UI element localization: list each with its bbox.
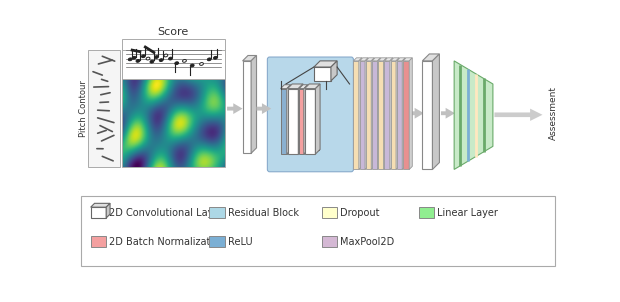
- Ellipse shape: [190, 64, 194, 67]
- Text: Score: Score: [157, 27, 189, 37]
- Polygon shape: [360, 61, 365, 169]
- Polygon shape: [304, 88, 316, 154]
- Polygon shape: [412, 108, 424, 119]
- Polygon shape: [366, 61, 371, 169]
- Polygon shape: [372, 61, 378, 169]
- Text: Assessment: Assessment: [549, 86, 558, 140]
- FancyBboxPatch shape: [210, 236, 224, 247]
- Ellipse shape: [164, 54, 168, 57]
- Polygon shape: [495, 109, 542, 121]
- Polygon shape: [384, 58, 393, 61]
- Polygon shape: [391, 58, 399, 61]
- Polygon shape: [304, 85, 308, 154]
- FancyBboxPatch shape: [210, 207, 224, 218]
- Polygon shape: [288, 88, 298, 154]
- FancyBboxPatch shape: [267, 57, 353, 172]
- Ellipse shape: [175, 62, 179, 65]
- Text: ReLU: ReLU: [228, 237, 252, 247]
- Polygon shape: [304, 84, 320, 88]
- FancyBboxPatch shape: [418, 207, 434, 218]
- Polygon shape: [371, 58, 374, 169]
- Polygon shape: [360, 58, 368, 61]
- FancyBboxPatch shape: [322, 207, 337, 218]
- Polygon shape: [314, 61, 337, 67]
- Polygon shape: [390, 58, 393, 169]
- Ellipse shape: [132, 56, 136, 59]
- Polygon shape: [251, 56, 257, 153]
- Polygon shape: [353, 58, 362, 61]
- Polygon shape: [87, 50, 120, 167]
- Polygon shape: [396, 58, 399, 169]
- Polygon shape: [384, 58, 387, 169]
- Ellipse shape: [200, 63, 203, 65]
- Polygon shape: [378, 61, 384, 169]
- Ellipse shape: [136, 59, 140, 62]
- Polygon shape: [422, 54, 440, 61]
- Polygon shape: [314, 67, 331, 81]
- Polygon shape: [372, 58, 381, 61]
- Polygon shape: [91, 203, 110, 207]
- Polygon shape: [384, 61, 390, 169]
- Polygon shape: [391, 61, 396, 169]
- Polygon shape: [402, 58, 405, 169]
- Polygon shape: [397, 61, 402, 169]
- Polygon shape: [242, 61, 251, 153]
- FancyBboxPatch shape: [322, 236, 337, 247]
- Polygon shape: [299, 85, 308, 88]
- Polygon shape: [441, 108, 455, 119]
- Ellipse shape: [150, 60, 154, 63]
- Polygon shape: [403, 61, 409, 169]
- Text: Dropout: Dropout: [340, 207, 379, 217]
- Polygon shape: [365, 58, 368, 169]
- Polygon shape: [106, 203, 110, 218]
- Polygon shape: [288, 84, 303, 88]
- FancyBboxPatch shape: [81, 196, 555, 266]
- Polygon shape: [409, 58, 412, 169]
- Text: Residual Block: Residual Block: [228, 207, 299, 217]
- Polygon shape: [331, 61, 337, 81]
- Ellipse shape: [169, 57, 172, 60]
- Polygon shape: [378, 58, 381, 169]
- Ellipse shape: [141, 55, 145, 58]
- Text: MaxPool2D: MaxPool2D: [340, 237, 394, 247]
- Polygon shape: [299, 88, 304, 154]
- Polygon shape: [280, 85, 291, 88]
- Polygon shape: [257, 103, 272, 114]
- Polygon shape: [353, 61, 359, 169]
- Ellipse shape: [128, 58, 132, 61]
- Polygon shape: [227, 103, 242, 114]
- Polygon shape: [359, 58, 362, 169]
- Ellipse shape: [159, 59, 163, 62]
- Polygon shape: [422, 61, 433, 169]
- Polygon shape: [403, 58, 412, 61]
- Polygon shape: [454, 61, 493, 169]
- Polygon shape: [298, 84, 303, 154]
- Ellipse shape: [154, 56, 159, 58]
- FancyBboxPatch shape: [91, 236, 106, 247]
- Text: Linear Layer: Linear Layer: [437, 207, 498, 217]
- Ellipse shape: [207, 58, 211, 61]
- Polygon shape: [433, 54, 440, 169]
- Ellipse shape: [146, 57, 150, 60]
- Text: 2D Batch Normalization: 2D Batch Normalization: [109, 237, 226, 247]
- Polygon shape: [286, 85, 291, 154]
- Polygon shape: [242, 56, 257, 61]
- Polygon shape: [122, 39, 224, 79]
- Text: 2D Convolutional Layer: 2D Convolutional Layer: [109, 207, 224, 217]
- Polygon shape: [91, 207, 106, 218]
- Polygon shape: [397, 58, 405, 61]
- Ellipse shape: [182, 59, 187, 62]
- Text: Pitch Contour: Pitch Contour: [79, 80, 88, 137]
- Polygon shape: [280, 88, 286, 154]
- Ellipse shape: [213, 56, 218, 59]
- Polygon shape: [378, 58, 387, 61]
- Polygon shape: [316, 84, 320, 154]
- Polygon shape: [366, 58, 374, 61]
